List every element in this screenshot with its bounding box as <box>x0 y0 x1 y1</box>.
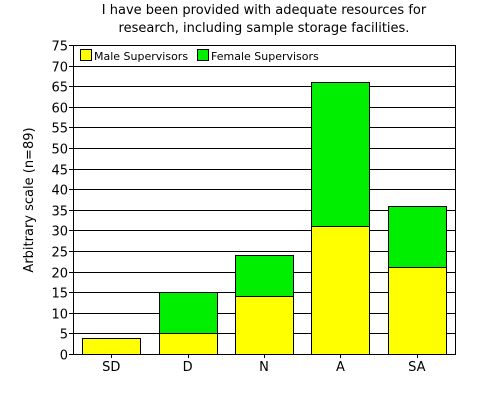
chart-title-line-2: research, including sample storage facil… <box>119 21 410 36</box>
y-tick-label: 45 <box>51 164 68 179</box>
y-tick-label: 70 <box>51 61 68 76</box>
bar-male-n <box>235 296 294 355</box>
y-tick-label: 60 <box>51 102 68 117</box>
y-tick-label: 35 <box>51 205 68 220</box>
y-tick-label: 0 <box>60 349 68 364</box>
bars <box>82 82 447 355</box>
legend-label-female: Female Supervisors <box>211 50 319 63</box>
x-tick-label: SD <box>102 360 120 375</box>
y-tick-label: 25 <box>51 246 68 261</box>
bar-female-n <box>235 255 294 297</box>
x-tick-label: A <box>336 360 345 375</box>
y-tick-label: 15 <box>51 287 68 302</box>
chart-title-line-1: I have been provided with adequate resou… <box>102 3 427 18</box>
legend: Male Supervisors Female Supervisors <box>80 49 319 63</box>
legend-swatch-male <box>80 49 92 61</box>
bar-male-sd <box>82 338 141 355</box>
chart-title: I have been provided with adequate resou… <box>102 3 427 36</box>
bar-female-d <box>159 292 218 334</box>
bar-male-a <box>311 226 370 355</box>
y-tick-label: 65 <box>51 81 68 96</box>
y-tick-label: 55 <box>51 122 68 137</box>
plot-frame <box>73 45 456 355</box>
y-tick-label: 10 <box>51 308 68 323</box>
legend-swatch-female <box>197 49 209 61</box>
y-tick-label: 30 <box>51 225 68 240</box>
x-tick-label: SA <box>408 360 425 375</box>
x-tick-labels: SD D N A SA <box>102 360 426 375</box>
y-tick-label: 20 <box>51 267 68 282</box>
y-tick-label: 50 <box>51 143 68 158</box>
x-tick-label: D <box>183 360 193 375</box>
bar-male-sa <box>388 267 447 355</box>
axes <box>69 45 456 358</box>
y-tick-label: 40 <box>51 184 68 199</box>
y-tick-label: 75 <box>51 40 68 55</box>
y-axis-label: Arbitrary scale (n=89) <box>22 127 37 272</box>
bar-female-a <box>311 82 370 227</box>
y-tick-labels: 0 5 10 15 20 25 30 35 40 45 50 55 60 65 70 75 <box>51 40 68 364</box>
bar-male-d <box>159 333 218 355</box>
x-tick-label: N <box>259 360 269 375</box>
y-tick-label: 5 <box>60 328 68 343</box>
gridlines <box>73 45 455 334</box>
bar-female-sa <box>388 206 447 268</box>
legend-label-male: Male Supervisors <box>94 50 188 63</box>
